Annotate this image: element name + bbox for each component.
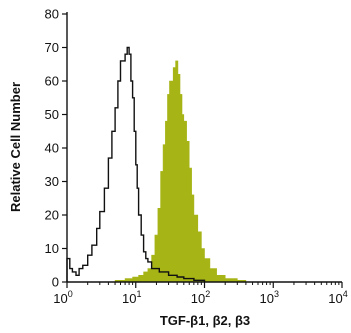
- y-tick-label: 40: [45, 141, 59, 156]
- axes-layer: [62, 12, 343, 288]
- y-tick-label: 10: [45, 241, 59, 256]
- filled-histogram-series: [114, 60, 247, 283]
- labels-layer: 0 10 20 30 40 50 60 70 80 100 101 102 103 104: [45, 7, 348, 307]
- x-tick-label: 101: [122, 289, 141, 306]
- y-tick-label: 70: [45, 40, 59, 55]
- y-tick-label: 20: [45, 208, 59, 223]
- control-histogram-outline: [66, 46, 206, 282]
- x-tick-label: 100: [53, 289, 72, 306]
- y-tick-label: 30: [45, 174, 59, 189]
- y-tick-label: 0: [52, 275, 59, 290]
- y-axis-title: Relative Cell Number: [8, 82, 23, 212]
- y-tick-label: 60: [45, 74, 59, 89]
- y-tick-label: 50: [45, 107, 59, 122]
- y-tick-label: 80: [45, 7, 59, 22]
- x-tick-label: 102: [191, 289, 210, 306]
- series-layer: [66, 46, 247, 283]
- x-tick-label: 104: [328, 289, 347, 306]
- x-tick-label: 103: [260, 289, 279, 306]
- x-axis-title: TGF-β1, β2, β3: [160, 313, 250, 328]
